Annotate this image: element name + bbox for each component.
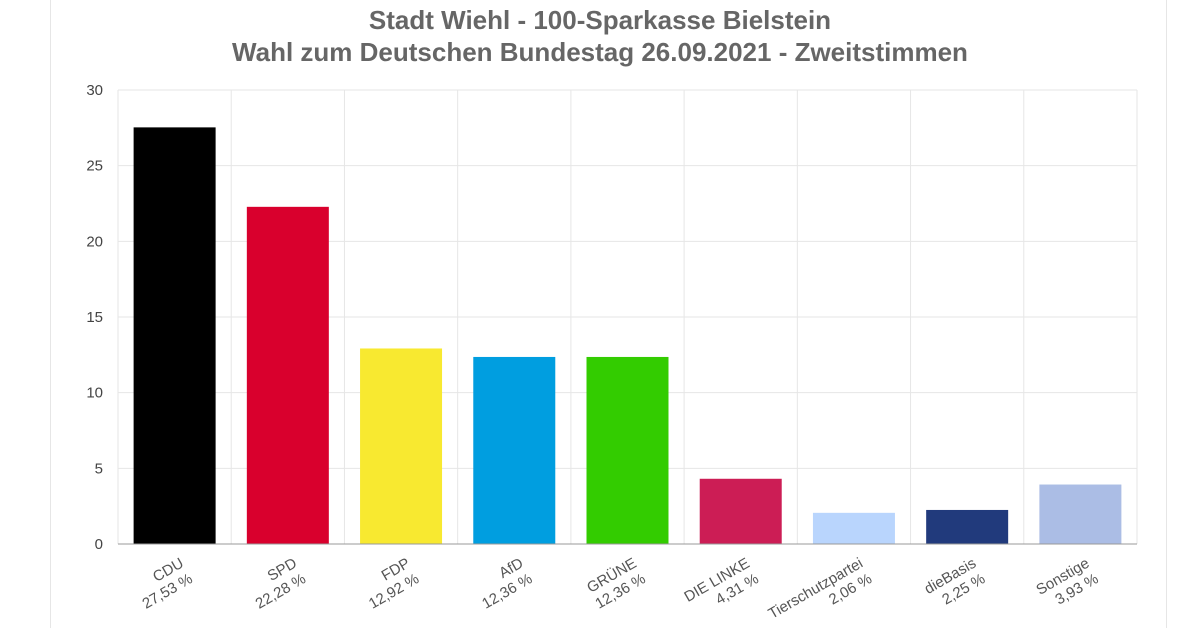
chart-title-block: Stadt Wiehl - 100-Sparkasse Bielstein Wa…: [0, 4, 1200, 68]
x-tick-label: GRÜNE12,36 %: [583, 554, 649, 613]
bar-cdu: [133, 127, 216, 544]
chart-subtitle: Wahl zum Deutschen Bundestag 26.09.2021 …: [232, 37, 968, 67]
y-tick-label: 10: [86, 385, 103, 402]
bar-fdp: [360, 348, 443, 544]
x-axis: CDU27,53 % SPD22,28 % FDP12,92 % AfD12,36 %…: [118, 543, 1137, 628]
y-tick-label: 5: [95, 460, 103, 477]
y-tick-label: 15: [86, 309, 103, 326]
y-tick-label: 30: [86, 82, 103, 99]
bar-diebasis: [926, 509, 1009, 544]
bar-tierschutzpartei: [812, 512, 895, 544]
bar-afd: [473, 356, 556, 544]
x-tick-label: SPD22,28 %: [244, 555, 309, 613]
x-tick-label: Sonstige3,93 %: [1033, 555, 1101, 614]
x-tick-label: AfD12,36 %: [470, 555, 535, 613]
x-tick-label: Tierschutzpartei2,06 %: [766, 555, 875, 628]
bar-sonstige: [1039, 484, 1122, 544]
chart-frame: [50, 0, 1167, 628]
bar-spd: [246, 206, 329, 544]
x-tick-label: DIE LINKE4,31 %: [681, 555, 761, 622]
y-tick-label: 0: [95, 536, 103, 553]
y-tick-label: 25: [86, 158, 103, 175]
bar-die-linke: [699, 478, 782, 544]
x-tick-label: FDP12,92 %: [357, 555, 422, 613]
bar-grüne: [586, 356, 669, 544]
y-axis: 0 5 10 15 20 25 30: [86, 82, 103, 553]
x-tick-label: CDU27,53 %: [130, 555, 195, 613]
bars: [133, 127, 1122, 544]
chart-title: Stadt Wiehl - 100-Sparkasse Bielstein: [368, 5, 832, 35]
x-tick-label: dieBasis2,25 %: [922, 555, 989, 614]
y-tick-label: 20: [86, 233, 103, 250]
